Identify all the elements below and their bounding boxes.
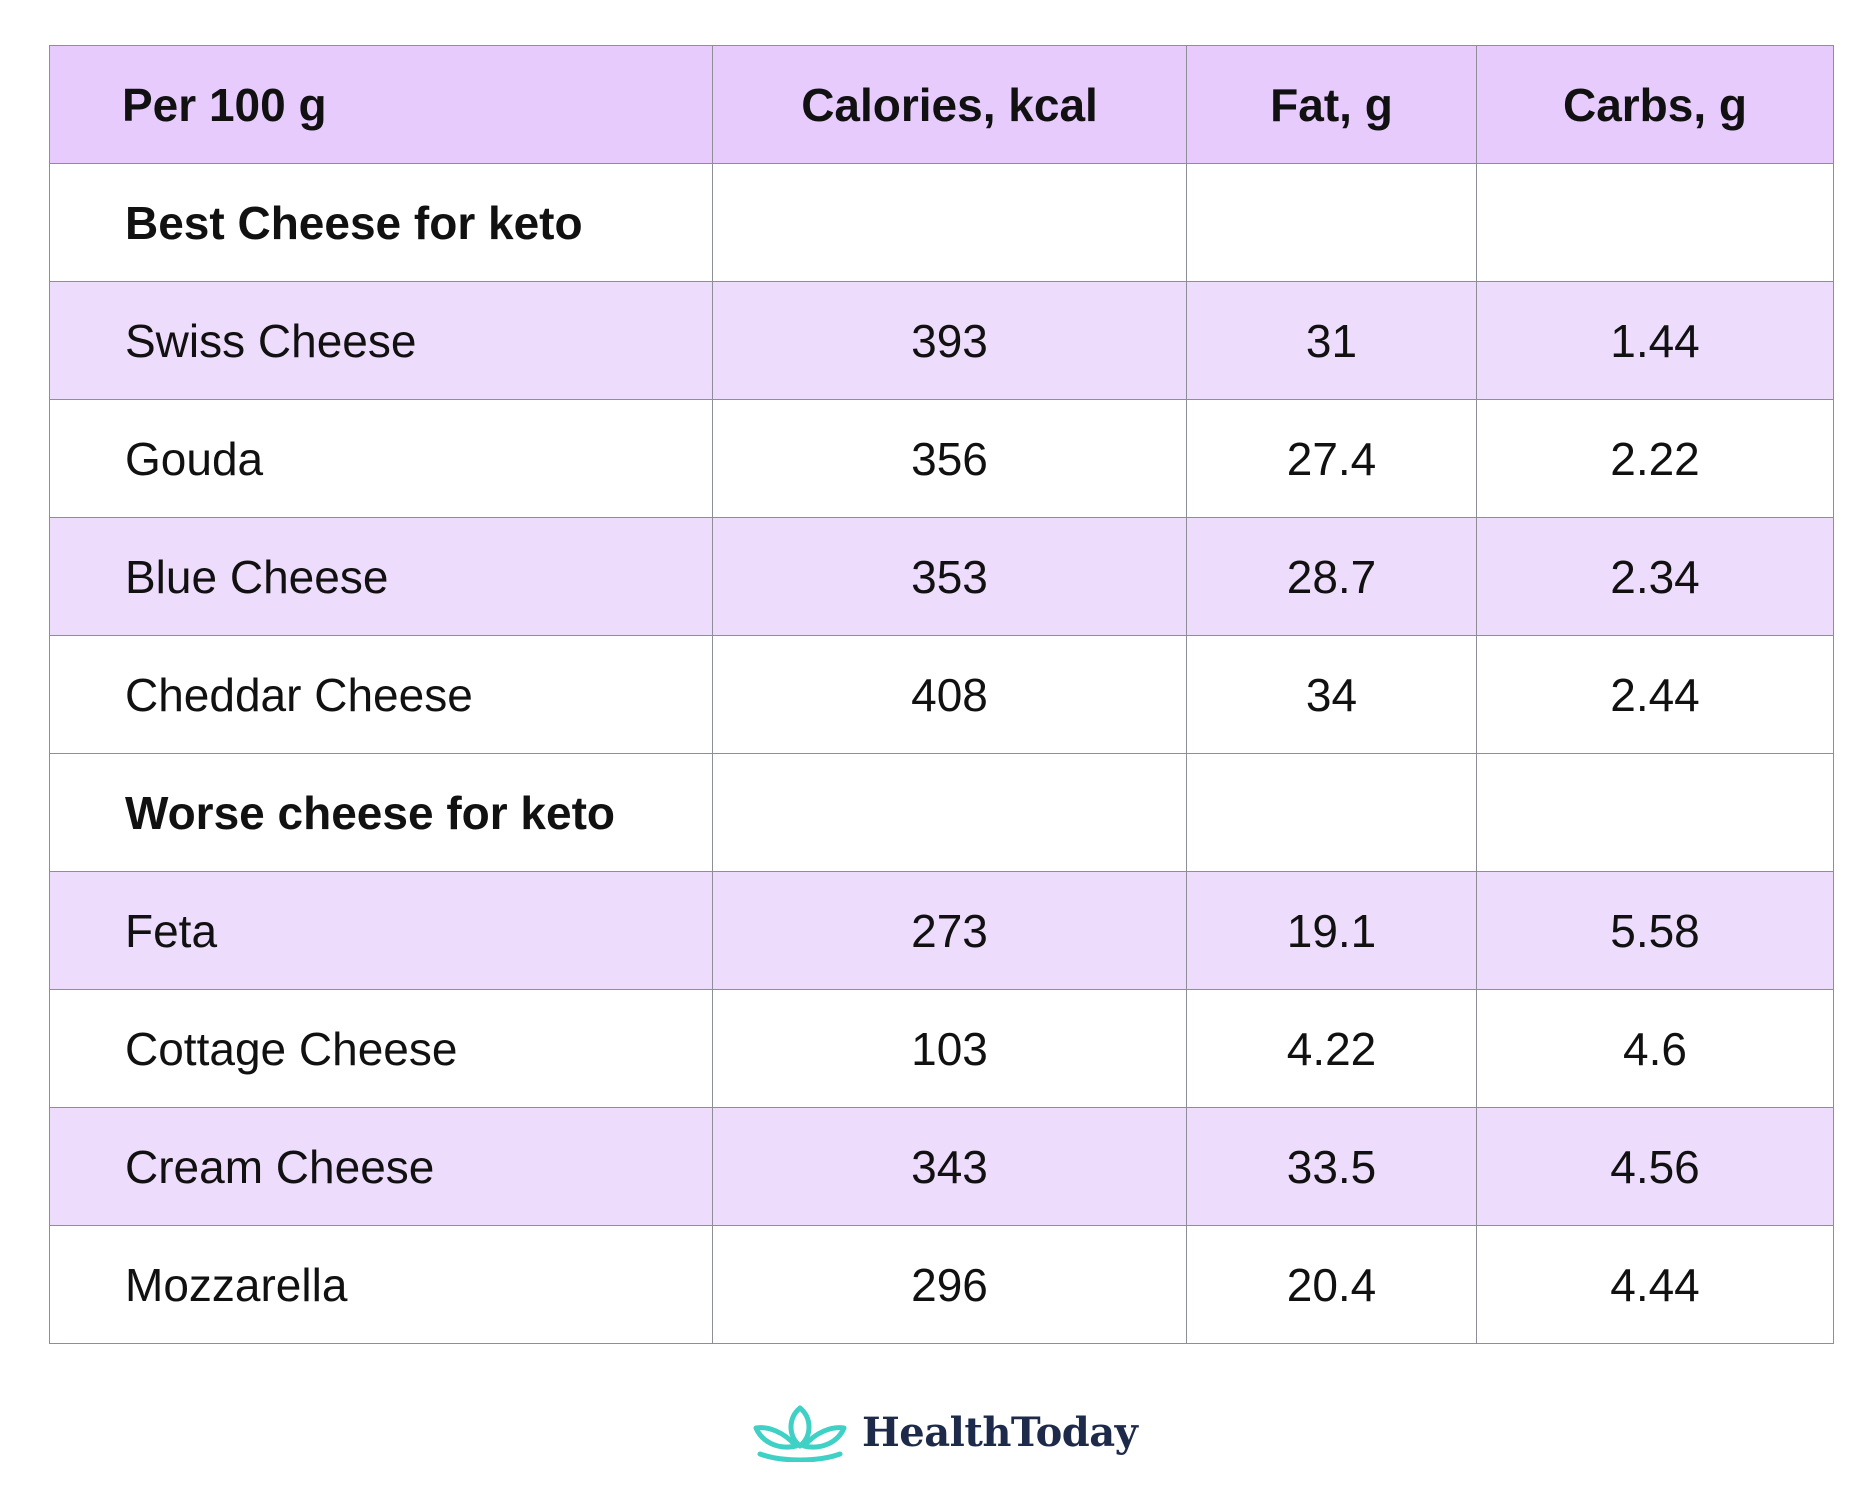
cheese-name-cell: Cream Cheese xyxy=(49,1107,713,1226)
calories-cell: 296 xyxy=(712,1225,1187,1344)
header-row: Per 100 g Calories, kcal Fat, g Carbs, g xyxy=(49,45,1834,164)
section-row-worse: Worse cheese for keto xyxy=(49,753,1834,872)
table-body: Best Cheese for keto Swiss Cheese 393 31… xyxy=(49,163,1834,1344)
header-calories: Calories, kcal xyxy=(712,45,1187,164)
calories-cell: 273 xyxy=(712,871,1187,990)
carbs-cell: 4.44 xyxy=(1476,1225,1834,1344)
carbs-cell: 4.56 xyxy=(1476,1107,1834,1226)
carbs-cell xyxy=(1476,163,1834,282)
lotus-icon xyxy=(752,1402,848,1463)
fat-cell xyxy=(1186,163,1477,282)
calories-cell: 353 xyxy=(712,517,1187,636)
section-label: Best Cheese for keto xyxy=(49,163,713,282)
brand-logo: HealthToday xyxy=(752,1402,1138,1463)
table-row: Cheddar Cheese 408 34 2.44 xyxy=(49,635,1834,754)
calories-cell: 356 xyxy=(712,399,1187,518)
table-row: Cottage Cheese 103 4.22 4.6 xyxy=(49,989,1834,1108)
carbs-cell: 1.44 xyxy=(1476,281,1834,400)
calories-cell xyxy=(712,163,1187,282)
fat-cell: 20.4 xyxy=(1186,1225,1477,1344)
fat-cell: 34 xyxy=(1186,635,1477,754)
carbs-cell: 2.34 xyxy=(1476,517,1834,636)
table-row: Cream Cheese 343 33.5 4.56 xyxy=(49,1107,1834,1226)
section-row-best: Best Cheese for keto xyxy=(49,163,1834,282)
nutrition-table-container: Per 100 g Calories, kcal Fat, g Carbs, g… xyxy=(49,45,1834,1344)
cheese-name-cell: Blue Cheese xyxy=(49,517,713,636)
cheese-nutrition-table: Per 100 g Calories, kcal Fat, g Carbs, g… xyxy=(49,45,1834,1344)
fat-cell: 19.1 xyxy=(1186,871,1477,990)
table-header: Per 100 g Calories, kcal Fat, g Carbs, g xyxy=(49,45,1834,164)
table-row: Blue Cheese 353 28.7 2.34 xyxy=(49,517,1834,636)
calories-cell: 103 xyxy=(712,989,1187,1108)
calories-cell: 408 xyxy=(712,635,1187,754)
fat-cell: 4.22 xyxy=(1186,989,1477,1108)
carbs-cell: 5.58 xyxy=(1476,871,1834,990)
carbs-cell: 2.22 xyxy=(1476,399,1834,518)
header-per-100g: Per 100 g xyxy=(49,45,713,164)
table-row: Feta 273 19.1 5.58 xyxy=(49,871,1834,990)
fat-cell: 33.5 xyxy=(1186,1107,1477,1226)
fat-cell xyxy=(1186,753,1477,872)
cheese-name-cell: Swiss Cheese xyxy=(49,281,713,400)
calories-cell: 343 xyxy=(712,1107,1187,1226)
carbs-cell: 4.6 xyxy=(1476,989,1834,1108)
cheese-name-cell: Cheddar Cheese xyxy=(49,635,713,754)
section-label: Worse cheese for keto xyxy=(49,753,713,872)
cheese-name-cell: Feta xyxy=(49,871,713,990)
table-row: Swiss Cheese 393 31 1.44 xyxy=(49,281,1834,400)
cheese-name-cell: Gouda xyxy=(49,399,713,518)
cheese-name-cell: Mozzarella xyxy=(49,1225,713,1344)
fat-cell: 27.4 xyxy=(1186,399,1477,518)
header-carbs: Carbs, g xyxy=(1476,45,1834,164)
carbs-cell xyxy=(1476,753,1834,872)
calories-cell xyxy=(712,753,1187,872)
header-fat: Fat, g xyxy=(1186,45,1477,164)
brand-name: HealthToday xyxy=(862,1408,1138,1456)
table-row: Gouda 356 27.4 2.22 xyxy=(49,399,1834,518)
carbs-cell: 2.44 xyxy=(1476,635,1834,754)
fat-cell: 28.7 xyxy=(1186,517,1477,636)
calories-cell: 393 xyxy=(712,281,1187,400)
fat-cell: 31 xyxy=(1186,281,1477,400)
cheese-name-cell: Cottage Cheese xyxy=(49,989,713,1108)
table-row: Mozzarella 296 20.4 4.44 xyxy=(49,1225,1834,1344)
